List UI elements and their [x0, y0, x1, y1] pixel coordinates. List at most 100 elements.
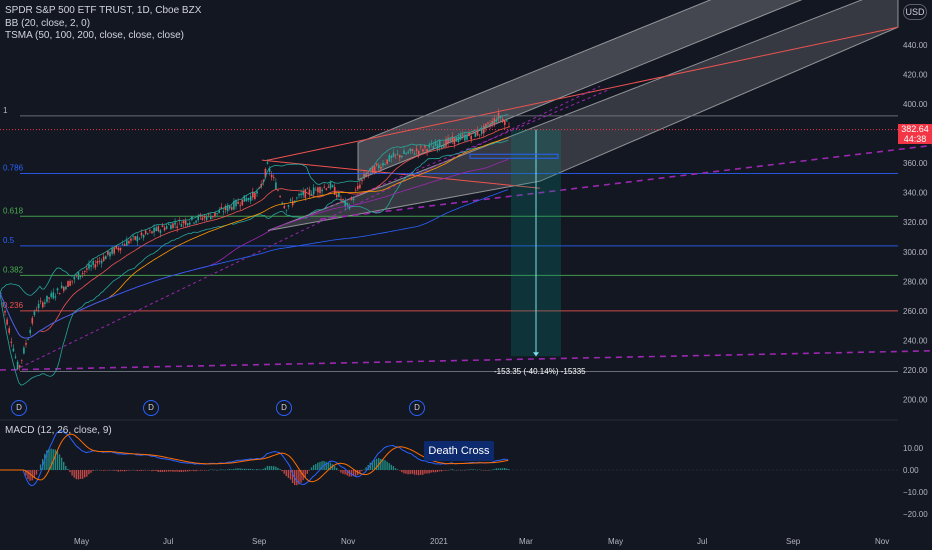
macd-histogram-bar — [422, 470, 424, 475]
macd-histogram-bar — [63, 461, 65, 470]
macd-histogram-bar — [54, 449, 56, 470]
candle-body — [256, 191, 258, 194]
candle-body — [386, 159, 388, 164]
dividend-badge[interactable]: D — [143, 400, 159, 416]
candle-body — [508, 126, 510, 127]
macd-histogram-bar — [193, 470, 195, 472]
price-candle — [23, 345, 25, 355]
macd-histogram-bar — [241, 468, 243, 470]
price-candle — [149, 227, 151, 234]
candle-body — [432, 146, 435, 149]
candle-body — [480, 129, 483, 134]
price-candle — [189, 220, 191, 227]
macd-legend[interactable]: MACD (12, 26, close, 9) — [5, 425, 112, 436]
y-tick-label: 420.00 — [903, 70, 928, 79]
macd-histogram-bar — [459, 470, 462, 471]
candle-body — [287, 205, 290, 207]
candle-body — [506, 120, 508, 122]
candle-body — [18, 365, 21, 368]
candle-body — [310, 193, 313, 195]
x-tick-label: Nov — [875, 537, 889, 546]
dividend-badge[interactable]: D — [276, 400, 292, 416]
price-candle — [216, 212, 218, 218]
price-candle — [237, 198, 239, 205]
macd-histogram-bar — [168, 470, 170, 472]
dividend-badge[interactable]: D — [409, 400, 425, 416]
bb-legend[interactable]: BB (20, close, 2, 0) — [5, 18, 91, 29]
x-tick-label: May — [608, 537, 623, 546]
candle-body — [77, 272, 80, 280]
macd-histogram-bar — [48, 449, 50, 470]
candle-body — [348, 205, 351, 209]
price-candle — [422, 148, 424, 154]
candle-body — [111, 248, 113, 254]
price-candle — [304, 188, 307, 201]
price-candle — [312, 184, 315, 198]
macd-histogram-bar — [296, 470, 298, 486]
macd-y-tick-label: −20.00 — [903, 510, 928, 519]
candle-body — [487, 122, 489, 124]
price-candle — [466, 133, 468, 142]
currency-badge[interactable]: USD — [903, 4, 927, 20]
macd-histogram-bar — [197, 470, 199, 471]
macd-histogram-bar — [159, 470, 161, 472]
macd-histogram-bar — [233, 468, 235, 470]
macd-histogram-bar — [37, 470, 40, 471]
price-candle — [375, 163, 378, 167]
candle-body — [384, 164, 386, 166]
price-candle — [470, 133, 472, 144]
macd-histogram-bar — [319, 462, 321, 470]
price-candle — [48, 296, 50, 304]
price-candle — [65, 285, 67, 291]
price-candle — [75, 274, 78, 278]
macd-histogram-bar — [75, 470, 77, 480]
candle-body — [35, 309, 38, 311]
macd-histogram-bar — [451, 469, 453, 470]
candle-body — [443, 144, 445, 148]
candle-body — [48, 297, 50, 299]
macd-histogram-bar — [413, 470, 416, 475]
candle-body — [42, 302, 44, 308]
price-candle — [212, 216, 214, 220]
macd-histogram-bar — [115, 470, 117, 471]
price-candle — [501, 114, 504, 124]
last-price-tag: 382.64 44:38 — [898, 124, 932, 144]
price-candle — [249, 193, 252, 204]
price-candle — [130, 237, 132, 244]
price-candle — [138, 237, 141, 240]
price-candle — [508, 122, 510, 129]
price-candle — [4, 309, 6, 316]
x-tick-label: May — [74, 537, 89, 546]
dividend-badge[interactable]: D — [11, 400, 27, 416]
death-cross-annotation[interactable]: Death Cross — [424, 441, 494, 461]
candle-body — [264, 168, 267, 178]
candle-body — [52, 292, 55, 299]
price-candle — [14, 353, 17, 360]
macd-histogram-bar — [386, 461, 388, 470]
measure-arrow-head — [533, 352, 539, 357]
candle-body — [279, 196, 281, 198]
x-tick-label: Mar — [519, 537, 533, 546]
macd-histogram-bar — [237, 468, 239, 470]
price-candle — [29, 326, 31, 337]
macd-histogram-bar — [493, 469, 495, 470]
macd-histogram-bar — [29, 470, 31, 481]
macd-histogram-bar — [178, 470, 180, 472]
price-candle — [459, 131, 462, 141]
price-candle — [10, 337, 13, 348]
tsma-legend[interactable]: TSMA (50, 100, 200, close, close, close) — [5, 30, 184, 41]
macd-histogram-bar — [289, 470, 292, 480]
candle-body — [350, 197, 353, 201]
candle-body — [151, 231, 153, 234]
candle-body — [342, 198, 344, 200]
macd-histogram-bar — [285, 470, 287, 477]
candle-body — [323, 186, 325, 188]
price-candle — [79, 275, 82, 280]
candle-body — [422, 149, 424, 152]
price-candle — [441, 145, 443, 150]
symbol-legend[interactable]: SPDR S&P 500 ETF TRUST, 1D, Cboe BZX — [5, 5, 202, 16]
candle-body — [413, 153, 416, 155]
price-candle — [497, 108, 500, 123]
